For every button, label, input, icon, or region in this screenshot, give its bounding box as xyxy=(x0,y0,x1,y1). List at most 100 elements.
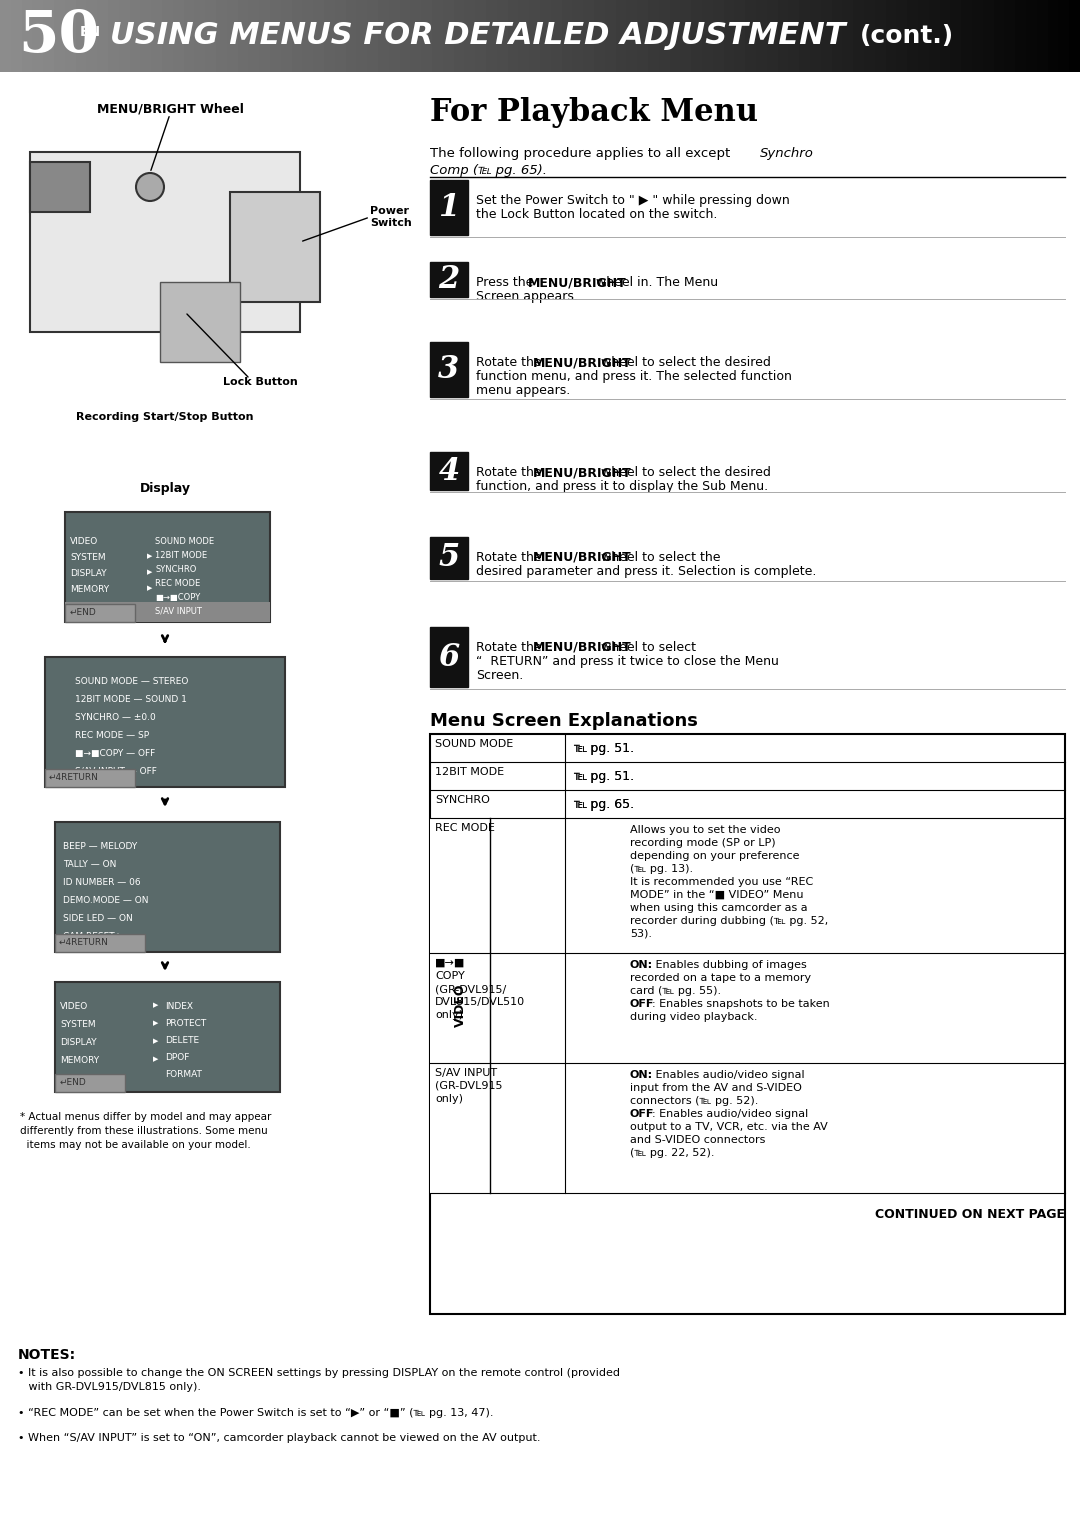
Bar xyxy=(130,0,141,72)
Bar xyxy=(430,537,468,579)
Bar xyxy=(994,0,1005,72)
Bar xyxy=(400,0,411,72)
Text: wheel to select the desired: wheel to select the desired xyxy=(597,466,771,478)
Bar xyxy=(335,0,347,72)
Bar xyxy=(292,0,303,72)
Bar xyxy=(22,0,33,72)
Text: CAM RESET ▶: CAM RESET ▶ xyxy=(63,932,124,941)
Text: Allows you to set the video: Allows you to set the video xyxy=(630,825,781,835)
Text: ID NUMBER — 06: ID NUMBER — 06 xyxy=(63,878,140,888)
Bar xyxy=(1026,0,1038,72)
Text: ℡ pg. 51.: ℡ pg. 51. xyxy=(573,742,634,754)
Circle shape xyxy=(136,173,164,201)
Text: OFF: OFF xyxy=(630,1108,654,1119)
Text: REC MODE — SP: REC MODE — SP xyxy=(75,731,149,740)
Text: ON:: ON: xyxy=(630,1070,653,1081)
Text: MENU/BRIGHT: MENU/BRIGHT xyxy=(528,276,626,290)
Text: 4: 4 xyxy=(438,455,460,486)
Text: during video playback.: during video playback. xyxy=(630,1012,757,1023)
Bar xyxy=(270,0,282,72)
Bar xyxy=(961,0,973,72)
Text: wheel to select: wheel to select xyxy=(597,641,696,655)
Bar xyxy=(778,0,789,72)
Text: DVL815/DVL510: DVL815/DVL510 xyxy=(435,996,525,1007)
Text: NOTES:: NOTES: xyxy=(18,1348,76,1361)
Bar xyxy=(1048,0,1059,72)
Bar xyxy=(205,0,217,72)
Bar xyxy=(421,0,433,72)
Text: Rotate the: Rotate the xyxy=(476,466,545,478)
Text: (GR-DVL915: (GR-DVL915 xyxy=(435,1081,502,1091)
Bar xyxy=(162,0,174,72)
Bar xyxy=(605,0,617,72)
Bar xyxy=(626,0,638,72)
Bar xyxy=(248,0,260,72)
Text: Set the Power Switch to " ▶ " while pressing down: Set the Power Switch to " ▶ " while pres… xyxy=(476,195,789,207)
Bar xyxy=(691,0,703,72)
Text: Rotate the: Rotate the xyxy=(476,641,545,655)
Bar xyxy=(259,0,271,72)
Text: OFF: OFF xyxy=(630,1000,654,1009)
Bar xyxy=(518,0,530,72)
Text: Recording Start/Stop Button: Recording Start/Stop Button xyxy=(77,412,254,422)
Bar xyxy=(497,0,509,72)
Text: ↵4RETURN: ↵4RETURN xyxy=(49,773,99,782)
Text: Synchro: Synchro xyxy=(760,147,814,159)
Text: Rotate the: Rotate the xyxy=(476,356,545,369)
Bar xyxy=(119,0,131,72)
Text: The following procedure applies to all except: The following procedure applies to all e… xyxy=(430,147,734,159)
Text: MEMORY: MEMORY xyxy=(60,1056,99,1065)
Text: USING MENUS FOR DETAILED ADJUSTMENT: USING MENUS FOR DETAILED ADJUSTMENT xyxy=(110,21,846,51)
Bar xyxy=(108,0,120,72)
Bar xyxy=(54,0,66,72)
Bar xyxy=(454,0,465,72)
Bar xyxy=(983,0,995,72)
Bar xyxy=(842,0,854,72)
Text: only): only) xyxy=(435,1010,463,1019)
Text: and S-VIDEO connectors: and S-VIDEO connectors xyxy=(630,1134,766,1145)
Bar xyxy=(55,1075,125,1091)
Bar xyxy=(184,0,195,72)
Bar xyxy=(430,452,468,491)
Bar xyxy=(475,0,487,72)
Text: MENU/BRIGHT: MENU/BRIGHT xyxy=(534,356,632,369)
Text: S/AV INPUT: S/AV INPUT xyxy=(435,1069,497,1078)
Text: ■→■COPY: ■→■COPY xyxy=(156,593,200,602)
Bar xyxy=(853,0,865,72)
Text: 53).: 53). xyxy=(630,929,652,940)
Bar xyxy=(173,0,185,72)
Text: (GR-DVL915/: (GR-DVL915/ xyxy=(435,984,507,993)
Bar xyxy=(929,0,941,72)
Bar xyxy=(529,0,541,72)
Text: Press the: Press the xyxy=(476,276,538,290)
Text: ▶: ▶ xyxy=(147,586,152,592)
Text: DELETE: DELETE xyxy=(165,1036,199,1046)
Bar xyxy=(30,152,300,333)
Text: TALLY — ON: TALLY — ON xyxy=(63,860,117,869)
Text: • “REC MODE” can be set when the Power Switch is set to “▶” or “■” (℡ pg. 13, 47: • “REC MODE” can be set when the Power S… xyxy=(18,1407,494,1418)
Text: MENU/BRIGHT: MENU/BRIGHT xyxy=(534,466,632,478)
Bar xyxy=(32,0,44,72)
Text: ▶: ▶ xyxy=(147,569,152,575)
Bar xyxy=(486,0,498,72)
Text: SOUND MODE: SOUND MODE xyxy=(435,739,513,750)
Bar xyxy=(799,0,811,72)
Bar xyxy=(562,0,573,72)
Bar xyxy=(464,0,476,72)
Bar xyxy=(950,0,962,72)
Text: (℡ pg. 13).: (℡ pg. 13). xyxy=(630,865,693,874)
Text: It is recommended you use “REC: It is recommended you use “REC xyxy=(630,877,813,888)
Bar xyxy=(670,0,681,72)
Bar xyxy=(788,0,800,72)
Text: 12BIT MODE: 12BIT MODE xyxy=(156,550,207,560)
Text: REC MODE: REC MODE xyxy=(435,823,495,832)
Text: Power
Switch: Power Switch xyxy=(370,207,411,228)
Bar xyxy=(30,162,90,212)
Text: ↵END: ↵END xyxy=(70,609,97,616)
Bar xyxy=(734,0,746,72)
Text: card (℡ pg. 55).: card (℡ pg. 55). xyxy=(630,986,721,996)
Text: “  RETURN” and press it twice to close the Menu: “ RETURN” and press it twice to close th… xyxy=(476,655,779,668)
Text: wheel to select the: wheel to select the xyxy=(597,550,720,564)
Text: ■→■: ■→■ xyxy=(435,958,465,967)
Text: S/AV INPUT — OFF: S/AV INPUT — OFF xyxy=(75,766,157,776)
